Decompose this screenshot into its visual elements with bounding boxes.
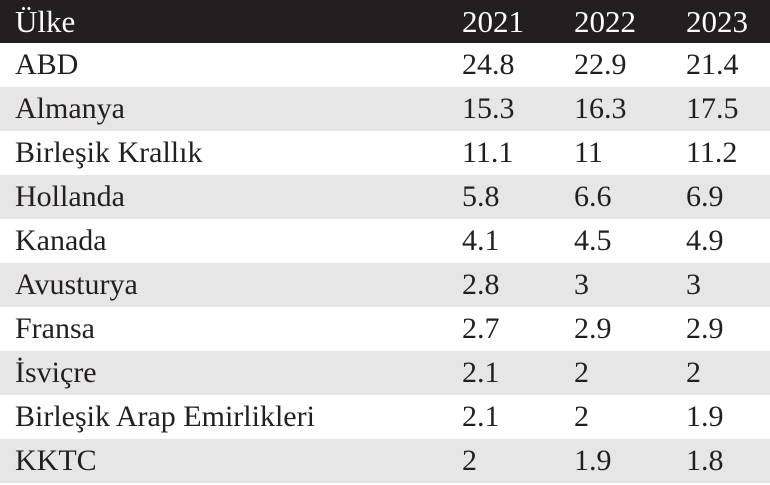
table-row: Hollanda 5.8 6.6 6.9 [0,175,770,219]
table-row: Fransa 2.7 2.9 2.9 [0,307,770,351]
value-2023-cell: 3 [686,268,701,301]
value-2023-cell: 2 [686,356,701,389]
value-2022-cell: 22.9 [574,48,627,81]
value-2022-cell: 11 [574,136,603,169]
value-2023-cell: 6.9 [686,180,724,213]
table-row: Birleşik Arap Emirlikleri 2.1 2 1.9 [0,395,770,439]
value-2021-cell: 2.8 [462,268,500,301]
value-2021-cell: 15.3 [462,92,515,125]
column-header-2023: 2023 [686,4,748,39]
value-2023-cell: 2.9 [686,312,724,345]
value-2021-cell: 5.8 [462,180,500,213]
table-body: ABD 24.8 22.9 21.4 Almanya 15.3 16.3 17.5 Birleş… [0,43,770,483]
header-row: Ülke 2021 2022 2023 [0,0,770,43]
value-2022-cell: 2 [574,356,589,389]
value-2023-cell: 4.9 [686,224,724,257]
country-cell: Birleşik Krallık [15,136,203,169]
table-row: Avusturya 2.8 3 3 [0,263,770,307]
value-2022-cell: 4.5 [574,224,612,257]
value-2022-cell: 16.3 [574,92,627,125]
value-2023-cell: 1.9 [686,400,724,433]
country-cell: Avusturya [15,268,138,301]
value-2023-cell: 21.4 [686,48,739,81]
country-cell: Birleşik Arap Emirlikleri [15,400,315,433]
country-cell: İsviçre [15,356,97,389]
value-2021-cell: 4.1 [462,224,500,257]
value-2022-cell: 3 [574,268,589,301]
table-row: İsviçre 2.1 2 2 [0,351,770,395]
value-2021-cell: 2.7 [462,312,500,345]
table-row: Kanada 4.1 4.5 4.9 [0,219,770,263]
table-row: Birleşik Krallık 11.1 11 11.2 [0,131,770,175]
value-2022-cell: 6.6 [574,180,612,213]
value-2022-cell: 1.9 [574,444,612,477]
country-cell: Fransa [15,312,95,345]
value-2022-cell: 2.9 [574,312,612,345]
country-cell: Kanada [15,224,107,257]
column-header-country: Ülke [15,4,76,39]
country-cell: ABD [15,48,79,81]
value-2022-cell: 2 [574,400,589,433]
value-2021-cell: 2.1 [462,400,500,433]
table-row: KKTC 2 1.9 1.8 [0,439,770,483]
value-2021-cell: 11.1 [462,136,514,169]
value-2023-cell: 17.5 [686,92,739,125]
table-row: Almanya 15.3 16.3 17.5 [0,87,770,131]
column-header-2021: 2021 [462,4,524,39]
value-2023-cell: 11.2 [686,136,738,169]
country-cell: Almanya [15,92,125,125]
value-2021-cell: 2.1 [462,356,500,389]
value-2021-cell: 24.8 [462,48,515,81]
table-row: ABD 24.8 22.9 21.4 [0,43,770,87]
column-header-2022: 2022 [574,4,636,39]
value-2021-cell: 2 [462,444,477,477]
value-2023-cell: 1.8 [686,444,724,477]
country-cell: KKTC [15,444,97,477]
country-cell: Hollanda [15,180,125,213]
table-header: Ülke 2021 2022 2023 [0,0,770,43]
